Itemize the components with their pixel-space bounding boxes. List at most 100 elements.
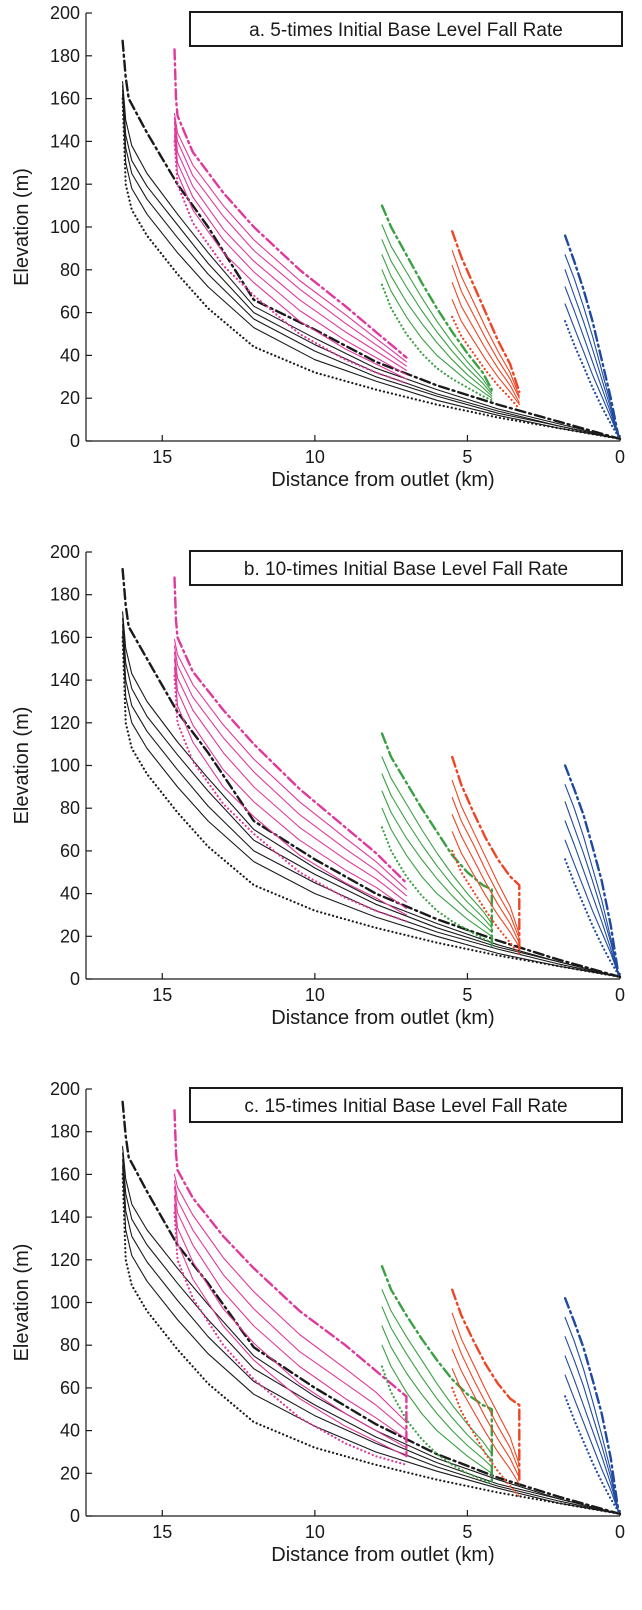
y-tick-label: 60 xyxy=(60,303,80,323)
x-tick-label: 0 xyxy=(615,985,625,1005)
y-tick-label: 160 xyxy=(50,627,80,647)
series-line-trib_2-dotted xyxy=(380,826,493,944)
y-tick-label: 20 xyxy=(60,926,80,946)
series-line-trib_1-solid xyxy=(173,666,407,916)
series-line-trib_1-solid xyxy=(173,1186,407,1440)
series-line-trib_4-dotted xyxy=(564,858,620,976)
series-line-trib_4-solid xyxy=(564,839,620,976)
series-line-trib_1-dashdot xyxy=(173,1109,408,1458)
y-tick-label: 40 xyxy=(60,1421,80,1441)
series-line-trib_4-solid xyxy=(564,254,620,438)
series-line-trib_1-solid xyxy=(173,651,407,903)
series-line-trib_4-dashdot xyxy=(563,234,620,438)
series-line-main_stem-dashdot xyxy=(121,39,622,441)
y-tick-label: 200 xyxy=(50,1079,80,1099)
series-line-main_stem-dashdot xyxy=(121,1100,622,1516)
y-tick-label: 40 xyxy=(60,345,80,365)
x-tick-label: 15 xyxy=(152,1522,172,1542)
y-tick-label: 80 xyxy=(60,1335,80,1355)
series-line-trib_3-dotted xyxy=(451,1386,521,1498)
y-axis-label: Elevation (m) xyxy=(11,168,33,286)
title-box xyxy=(189,11,623,47)
x-tick-label: 10 xyxy=(305,1522,325,1542)
chart-title: c. 15-times Initial Base Level Fall Rate xyxy=(244,1096,567,1117)
series-line-trib_1-solid xyxy=(173,134,407,380)
series-line-trib_2-solid xyxy=(381,773,493,929)
series-line-trib_3-solid xyxy=(451,282,520,404)
series-line-trib_3-solid xyxy=(451,1348,520,1479)
series-line-main_stem-dashdot xyxy=(121,567,622,979)
series-line-main_stem-dotted xyxy=(121,97,622,440)
series-line-trib_2-solid xyxy=(381,807,493,937)
series-line-trib_4-solid xyxy=(564,1355,620,1513)
x-tick-label: 5 xyxy=(462,985,472,1005)
series-line-trib_3-solid xyxy=(451,1329,520,1472)
series-line-main_stem-solid xyxy=(122,85,621,440)
series-line-trib_3-solid xyxy=(451,779,520,935)
series-line-trib_4-solid xyxy=(564,1316,620,1513)
series-line-trib_2-solid xyxy=(381,790,493,933)
y-tick-label: 200 xyxy=(50,3,80,23)
series-line-trib_4-solid xyxy=(564,286,620,438)
series-line-trib_2-dashdot xyxy=(380,1265,493,1486)
x-tick-label: 15 xyxy=(152,985,172,1005)
y-tick-label: 140 xyxy=(50,1207,80,1227)
y-tick-label: 20 xyxy=(60,1463,80,1483)
series-line-trib_3-dotted xyxy=(451,315,521,410)
y-axis-label: Elevation (m) xyxy=(11,707,33,825)
chart-title: a. 5-times Initial Base Level Fall Rate xyxy=(249,20,563,41)
series-line-trib_3-solid xyxy=(451,814,520,944)
x-tick-label: 0 xyxy=(615,1522,625,1542)
series-line-trib_3-dotted xyxy=(451,849,521,955)
series-line-trib_3-solid xyxy=(451,299,520,406)
series-line-trib_1-dotted xyxy=(173,674,408,923)
series-line-main_stem-solid xyxy=(122,1158,621,1515)
y-tick-label: 0 xyxy=(70,431,80,451)
series-line-trib_3-dashdot xyxy=(451,755,521,951)
series-line-trib_2-solid xyxy=(381,756,493,925)
series-line-trib_3-solid xyxy=(451,249,520,397)
y-tick-label: 180 xyxy=(50,1122,80,1142)
series-line-main_stem-solid xyxy=(122,624,621,978)
y-tick-label: 120 xyxy=(50,713,80,733)
series-line-trib_1-solid xyxy=(173,645,407,897)
series-line-main_stem-dotted xyxy=(121,1173,622,1515)
series-line-trib_4-solid xyxy=(564,801,620,976)
series-line-trib_1-dotted xyxy=(173,1211,408,1466)
series-line-trib_4-solid xyxy=(564,303,620,438)
series-line-trib_2-dotted xyxy=(380,1365,493,1486)
series-line-trib_4-solid xyxy=(564,1374,620,1513)
series-line-main_stem-solid xyxy=(122,617,621,978)
series-line-trib_2-solid xyxy=(381,224,493,393)
series-line-trib_4-dotted xyxy=(564,320,620,438)
x-tick-label: 0 xyxy=(615,447,625,467)
y-tick-label: 140 xyxy=(50,670,80,690)
series-line-trib_2-solid xyxy=(381,1289,493,1455)
series-line-trib_1-solid xyxy=(173,121,407,371)
series-line-trib_3-solid xyxy=(451,796,520,939)
series-line-trib_4-dashdot xyxy=(563,1297,620,1513)
chart-panel-c: 0 20 40 60 80 100 120 140 160 180 200 15 10 5 0 Distanc… xyxy=(11,1079,625,1566)
x-tick-label: 15 xyxy=(152,447,172,467)
x-axis-label: Distance from outlet (km) xyxy=(271,1007,494,1029)
y-tick-label: 100 xyxy=(50,217,80,237)
series-line-trib_1-solid xyxy=(173,117,407,367)
y-tick-label: 80 xyxy=(60,260,80,280)
x-tick-label: 5 xyxy=(462,1522,472,1542)
series-line-trib_1-solid xyxy=(173,1195,407,1449)
y-tick-label: 160 xyxy=(50,1164,80,1184)
series-line-trib_1-dotted xyxy=(173,140,408,385)
series-line-trib_1-solid xyxy=(173,658,407,910)
title-box xyxy=(189,1087,623,1123)
chart-panel-a: 0 20 40 60 80 100 120 140 160 180 200 15 10 5 0 Distanc… xyxy=(11,3,625,491)
series-line-trib_3-solid xyxy=(451,264,520,399)
series-line-trib_1-solid xyxy=(173,1180,407,1432)
series-line-trib_4-dotted xyxy=(564,1395,620,1513)
series-line-trib_3-dashdot xyxy=(451,1288,521,1483)
series-line-main_stem-dotted xyxy=(121,636,622,978)
series-line-trib_4-solid xyxy=(564,269,620,438)
series-line-trib_1-solid xyxy=(173,1173,407,1423)
series-line-trib_4-solid xyxy=(564,820,620,976)
y-tick-label: 100 xyxy=(50,756,80,776)
y-tick-label: 0 xyxy=(70,1506,80,1526)
